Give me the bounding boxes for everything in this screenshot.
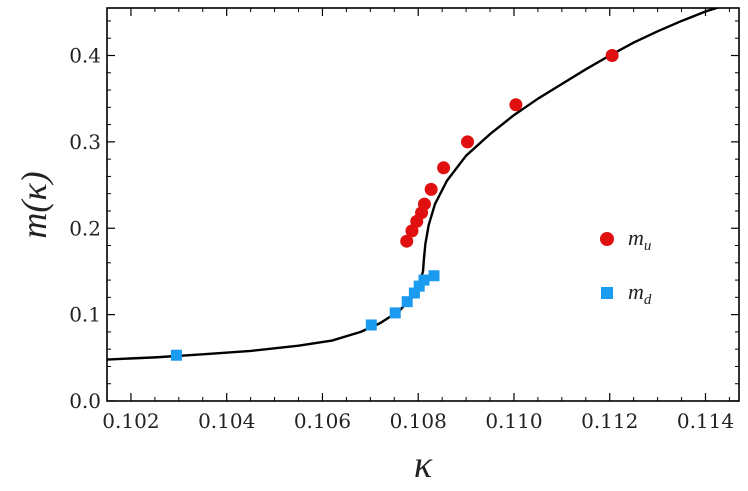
data-point-d xyxy=(418,274,430,286)
curve-layer xyxy=(107,8,721,361)
x-tick-label: 0.102 xyxy=(102,409,159,433)
x-tick-label: 0.104 xyxy=(198,409,255,433)
data-point-u xyxy=(509,98,523,112)
points-layer xyxy=(170,49,619,361)
data-point-d xyxy=(413,280,425,292)
y-axis-title: m(κ) xyxy=(14,171,54,238)
plot-frame xyxy=(106,7,740,402)
data-point-u xyxy=(437,161,451,175)
data-point-u xyxy=(424,182,438,196)
axis-ticks: 0.102 0.104 0.106 0.108 0.110 0.112 0.114 0.0 0.… xyxy=(69,8,739,433)
data-point-d xyxy=(389,307,401,319)
fit-curve xyxy=(107,8,721,361)
legend-marker-d xyxy=(601,287,613,299)
x-tick-label: 0.106 xyxy=(294,409,351,433)
data-point-d xyxy=(170,349,182,361)
data-point-d xyxy=(401,296,413,308)
data-point-d xyxy=(408,287,420,299)
y-tick-label: 0.0 xyxy=(69,389,101,413)
data-point-u xyxy=(400,234,414,248)
y-tick-label: 0.1 xyxy=(69,303,101,327)
data-point-d xyxy=(365,319,377,331)
x-tick-label: 0.114 xyxy=(677,409,734,433)
x-tick-label: 0.112 xyxy=(581,409,638,433)
data-point-u xyxy=(605,49,619,63)
y-tick-label: 0.2 xyxy=(69,216,101,240)
y-tick-label: 0.3 xyxy=(69,130,101,154)
data-point-u xyxy=(461,135,475,149)
legend-label-d: md xyxy=(628,279,652,308)
data-point-u xyxy=(417,197,431,211)
legend-marker-u xyxy=(600,232,614,246)
legend-label-u: mu xyxy=(628,225,651,254)
x-tick-label: 0.108 xyxy=(390,409,447,433)
data-point-d xyxy=(428,270,440,282)
y-tick-label: 0.4 xyxy=(69,44,101,68)
legend: mu md xyxy=(600,225,652,308)
x-axis-title: κ xyxy=(414,444,433,486)
x-tick-label: 0.110 xyxy=(485,409,542,433)
